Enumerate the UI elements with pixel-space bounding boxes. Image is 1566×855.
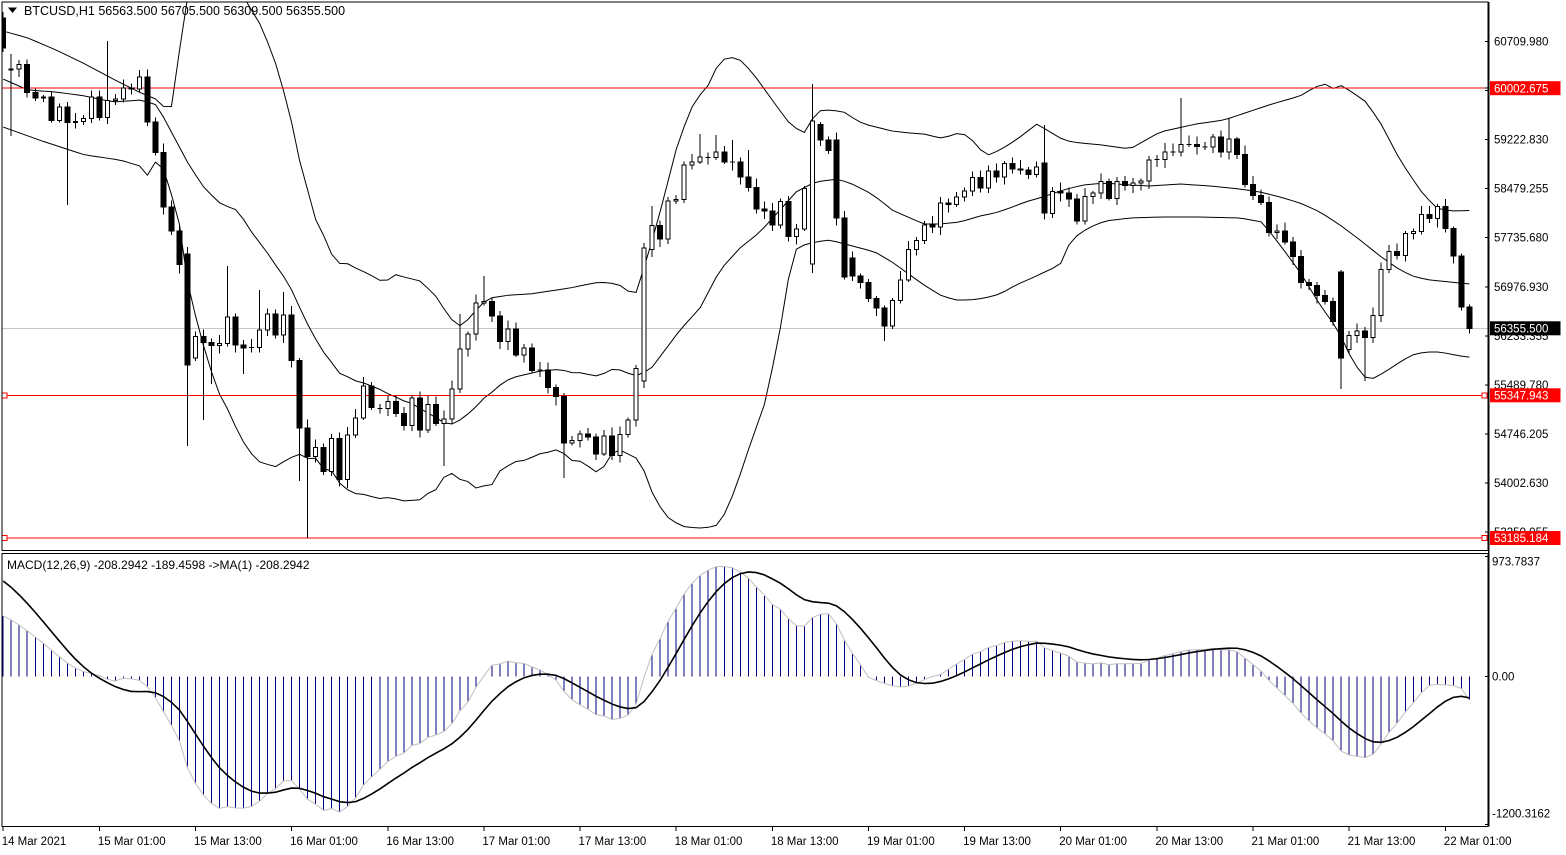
svg-text:15 Mar 01:00: 15 Mar 01:00 <box>98 836 166 848</box>
svg-text:56976.930: 56976.930 <box>1494 282 1548 294</box>
svg-text:973.7837: 973.7837 <box>1492 557 1540 569</box>
svg-text:56355.500: 56355.500 <box>1494 324 1548 336</box>
svg-text:54746.205: 54746.205 <box>1494 429 1548 441</box>
svg-text:18 Mar 01:00: 18 Mar 01:00 <box>675 836 743 848</box>
svg-text:57735.680: 57735.680 <box>1494 233 1548 245</box>
svg-text:BTCUSD,H1 56563.500 56705.500: BTCUSD,H1 56563.500 56705.500 56309.500 … <box>24 4 345 18</box>
svg-text:0.00: 0.00 <box>1492 672 1514 684</box>
svg-text:21 Mar 01:00: 21 Mar 01:00 <box>1252 836 1320 848</box>
svg-text:55347.943: 55347.943 <box>1494 391 1548 403</box>
svg-text:MACD(12,26,9) -208.2942 -189.4: MACD(12,26,9) -208.2942 -189.4598 ->MA(1… <box>7 558 310 572</box>
svg-text:16 Mar 13:00: 16 Mar 13:00 <box>386 836 454 848</box>
svg-text:20 Mar 13:00: 20 Mar 13:00 <box>1155 836 1223 848</box>
svg-text:15 Mar 13:00: 15 Mar 13:00 <box>194 836 262 848</box>
svg-text:53185.184: 53185.184 <box>1494 533 1549 545</box>
svg-text:59222.830: 59222.830 <box>1494 135 1548 147</box>
svg-text:17 Mar 01:00: 17 Mar 01:00 <box>482 836 550 848</box>
svg-text:20 Mar 01:00: 20 Mar 01:00 <box>1059 836 1127 848</box>
svg-text:19 Mar 01:00: 19 Mar 01:00 <box>867 836 935 848</box>
svg-text:16 Mar 01:00: 16 Mar 01:00 <box>290 836 358 848</box>
svg-text:22 Mar 01:00: 22 Mar 01:00 <box>1444 836 1512 848</box>
svg-text:-1200.3162: -1200.3162 <box>1492 809 1550 821</box>
svg-text:19 Mar 13:00: 19 Mar 13:00 <box>963 836 1031 848</box>
svg-text:58479.255: 58479.255 <box>1494 184 1548 196</box>
svg-text:18 Mar 13:00: 18 Mar 13:00 <box>771 836 839 848</box>
svg-text:60709.980: 60709.980 <box>1494 37 1548 49</box>
svg-text:54002.630: 54002.630 <box>1494 478 1548 490</box>
svg-text:21 Mar 13:00: 21 Mar 13:00 <box>1348 836 1416 848</box>
svg-text:60002.675: 60002.675 <box>1494 83 1548 95</box>
svg-text:17 Mar 13:00: 17 Mar 13:00 <box>579 836 647 848</box>
svg-text:14 Mar 2021: 14 Mar 2021 <box>2 836 67 848</box>
